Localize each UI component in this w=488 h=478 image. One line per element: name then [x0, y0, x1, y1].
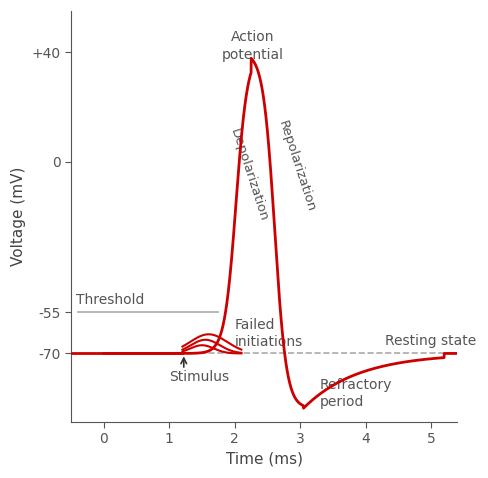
Y-axis label: Voltage (mV): Voltage (mV): [11, 167, 26, 266]
Text: Action
potential: Action potential: [222, 30, 284, 62]
X-axis label: Time (ms): Time (ms): [225, 452, 302, 467]
Text: Threshold: Threshold: [76, 293, 144, 307]
Text: Resting state: Resting state: [385, 334, 476, 348]
Text: Refractory
period: Refractory period: [319, 378, 391, 409]
Text: Failed
initiations: Failed initiations: [234, 318, 303, 349]
Text: Stimulus: Stimulus: [169, 370, 229, 384]
Text: Repolarization: Repolarization: [275, 119, 317, 213]
Text: Depolarization: Depolarization: [227, 127, 269, 223]
